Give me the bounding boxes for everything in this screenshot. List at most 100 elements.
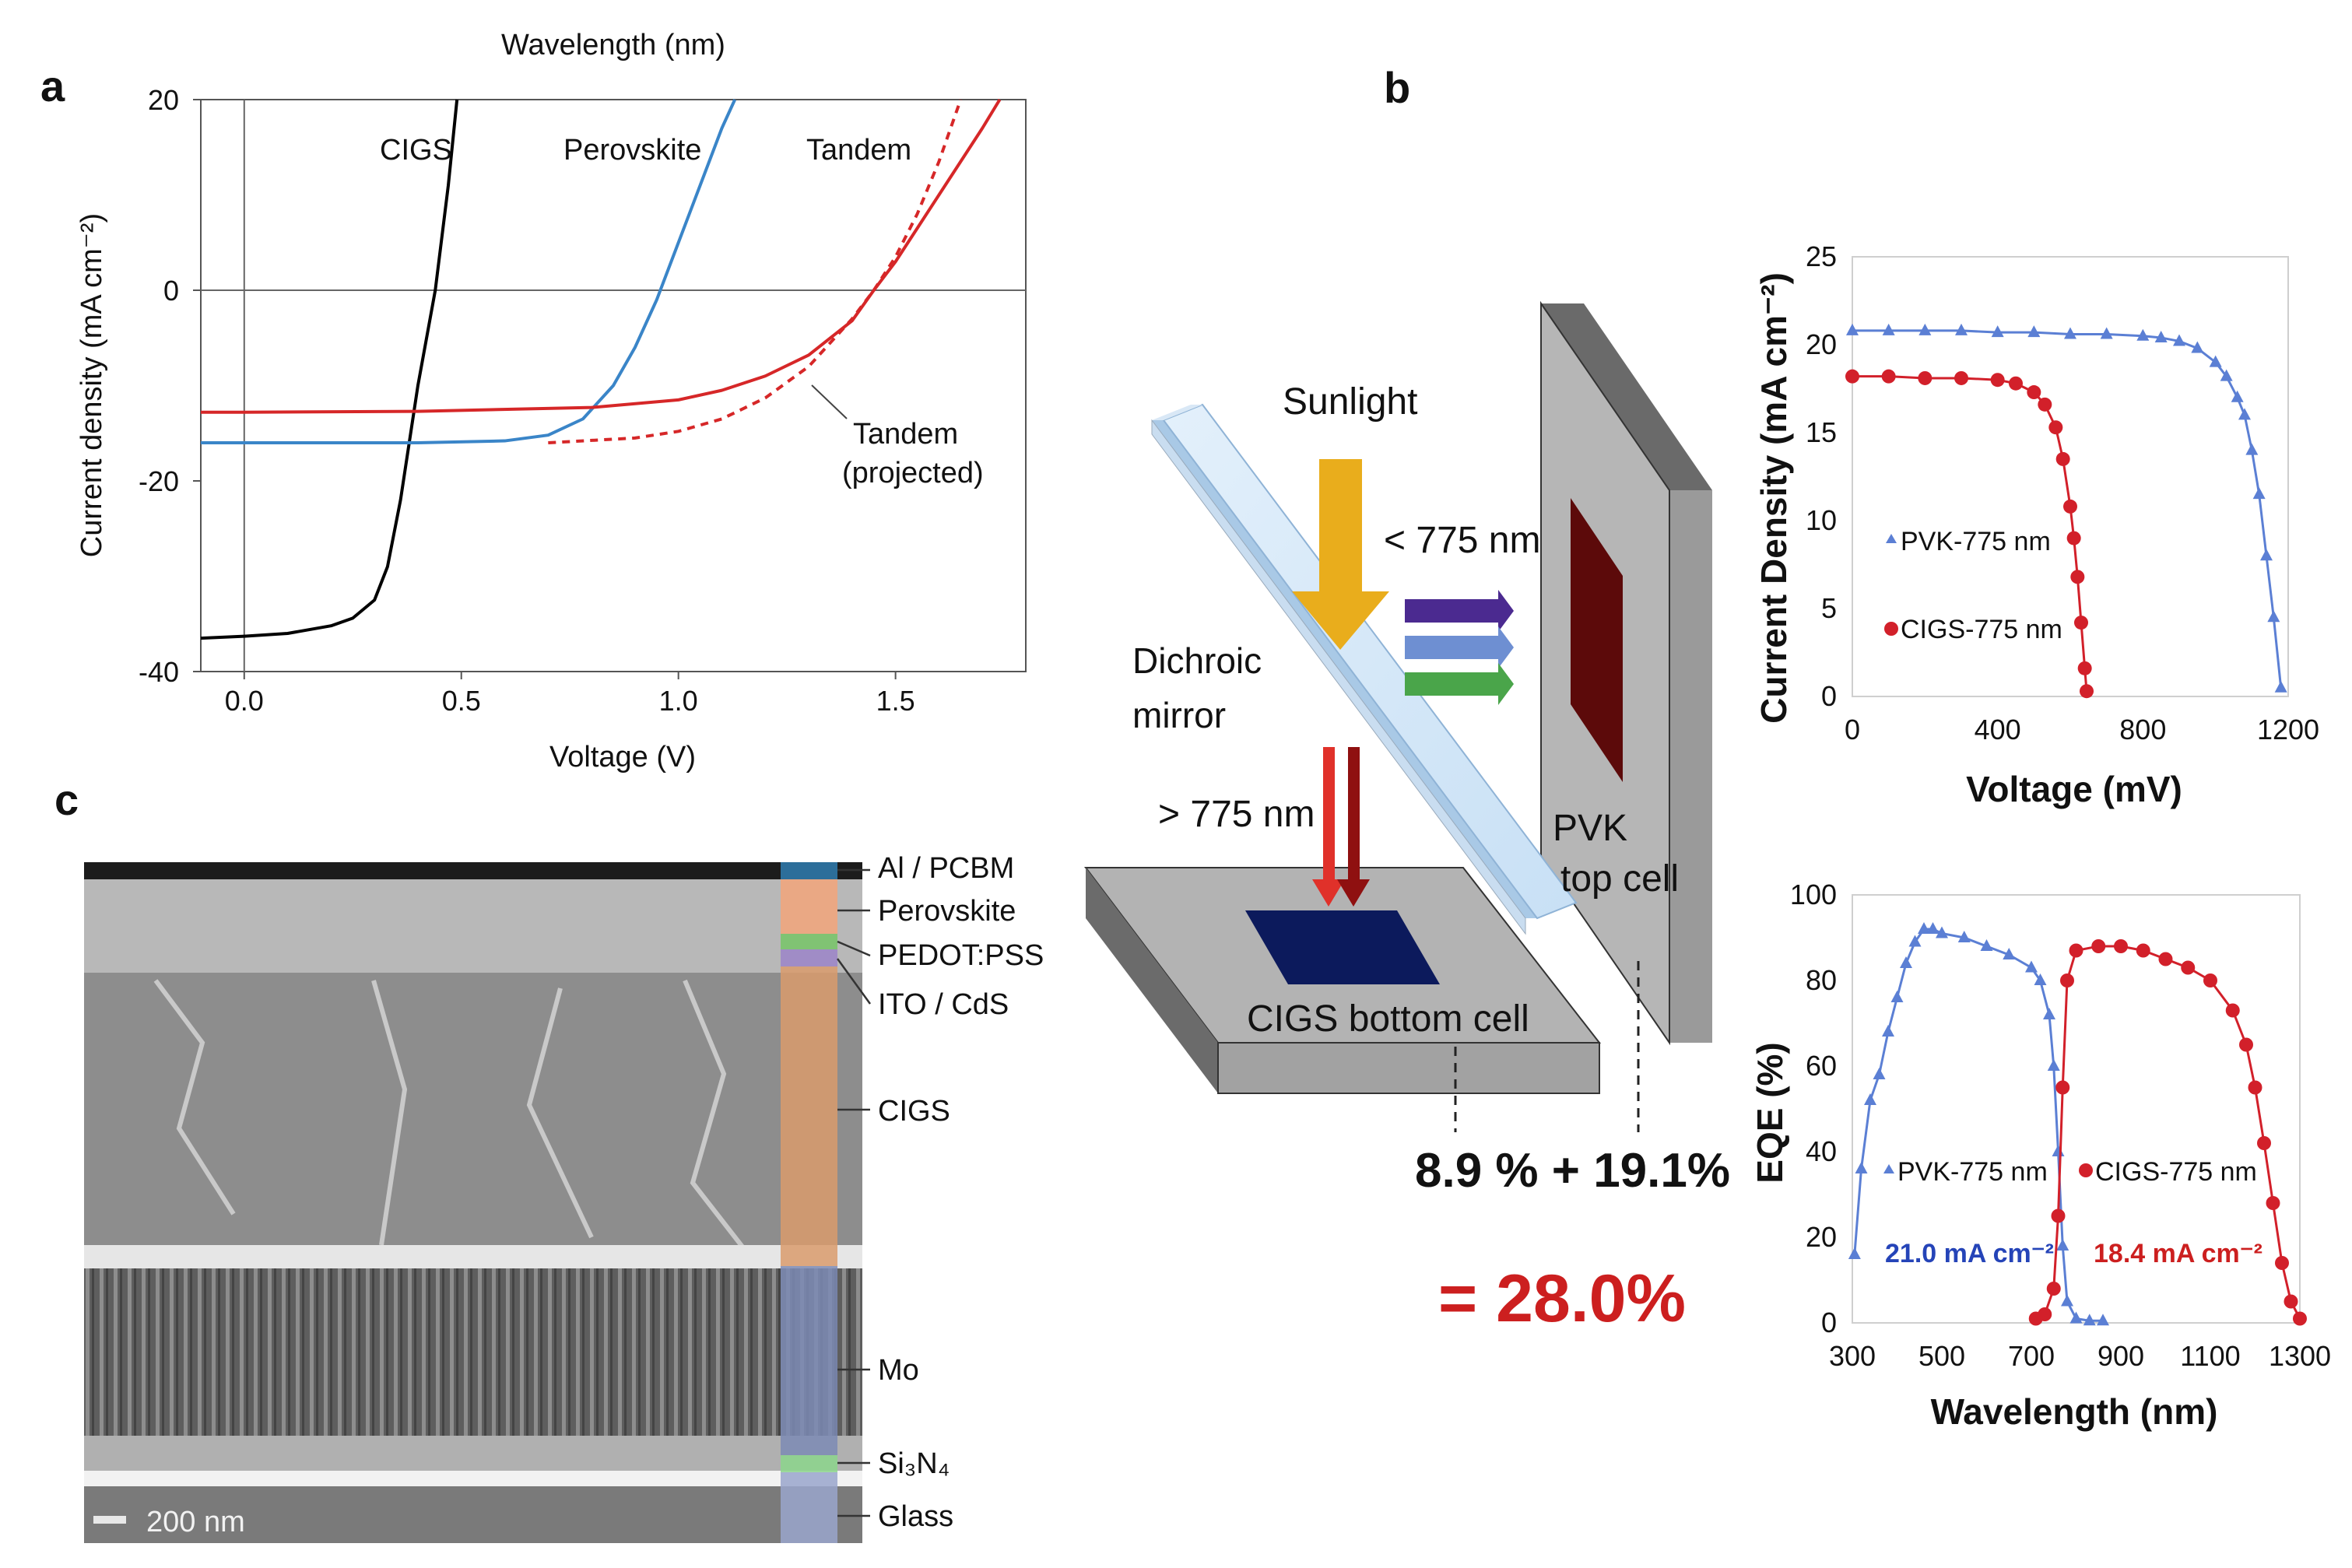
chart-b2-ylabel: EQE (%) [1750, 1042, 1790, 1183]
chart-b1-series [1845, 323, 2287, 699]
chart-b2-point-cigs [2114, 939, 2128, 953]
chart-b1-point-pvk [2252, 487, 2266, 500]
chart-b1-xtick-label: 800 [2119, 714, 2166, 745]
chart-b1-point-pvk [1955, 323, 1968, 335]
chart-b1-xtick-label: 1200 [2257, 714, 2319, 745]
chart-a-label-tandem-projected-1: Tandem [853, 418, 958, 451]
strip-perovskite [781, 879, 837, 934]
chart-b2-xtick-label: 500 [1918, 1340, 1965, 1372]
chart-b1-point-cigs [2009, 376, 2023, 391]
chart-b2-xtick-label: 1100 [2180, 1340, 2240, 1372]
layer-label-glass: Glass [878, 1500, 953, 1533]
chart-b1-point-pvk [2136, 328, 2150, 341]
leader-pedot [837, 940, 871, 957]
chart-b1-point-cigs [1845, 369, 1859, 384]
chart-b2-point-pvk [1918, 922, 1930, 934]
chart-b2-point-cigs [2257, 1136, 2271, 1150]
chart-b1-ytick-label: 15 [1806, 416, 1837, 448]
chart-a-xtick-label: 0.0 [225, 685, 264, 717]
long-wavelength-label: > 775 nm [1158, 794, 1315, 835]
chart-b2-point-cigs [2091, 939, 2106, 953]
chart-a-label-perovskite: Perovskite [563, 134, 701, 167]
chart-b2: Wavelength (nm) EQE (%) 300 500 700 900 1100… [1750, 879, 2331, 1432]
chart-b2-point-pvk [2043, 1008, 2055, 1019]
chart-b1-point-cigs [1990, 373, 2005, 388]
chart-b1-ytick-label: 0 [1821, 680, 1837, 712]
chart-b1-xtick-label: 400 [1975, 714, 2021, 745]
chart-b2-point-cigs [2038, 1307, 2052, 1321]
sem-top-layers [84, 879, 862, 973]
layer-label-si3n4: Si₃N₄ [878, 1447, 950, 1480]
chart-b1-xtick-label: 0 [1845, 714, 1860, 745]
chart-b1-point-pvk [2260, 549, 2273, 561]
sem-image: 200 nm Al / PCBM Perovskite PEDOT [84, 852, 1044, 1543]
chart-a-top-label: Wavelength (nm) [501, 29, 725, 61]
chart-b2-point-pvk [2003, 948, 2016, 959]
chart-b2-point-pvk [1926, 922, 1940, 934]
chart-b1-point-cigs [2027, 385, 2041, 400]
chart-b1-legend: PVK-775 nm CIGS-775 nm [1884, 527, 2062, 644]
sem-scale-label: 200 nm [146, 1506, 245, 1538]
chart-b2-point-cigs [2293, 1311, 2307, 1326]
chart-b2-point-pvk [2097, 1314, 2109, 1326]
chart-b2-point-pvk [1855, 1162, 1868, 1173]
chart-b2-point-cigs [2181, 960, 2196, 975]
chart-b2-point-pvk [1848, 1247, 1861, 1259]
chart-b2-point-pvk [2025, 960, 2038, 973]
strip-al-pcbm [781, 862, 837, 879]
chart-b1-point-cigs [1918, 370, 1933, 385]
chart-b1-point-pvk [2027, 325, 2041, 338]
chart-b1-point-pvk [2267, 610, 2280, 623]
chart-b1-point-cigs [2055, 451, 2070, 466]
chart-b1-point-pvk [2274, 680, 2287, 693]
chart-b1-point-pvk [2100, 327, 2113, 339]
chart-b1-legend-pvk-marker [1886, 534, 1897, 543]
chart-b2-xtick-label: 300 [1829, 1340, 1876, 1372]
chart-b1-point-pvk [1918, 323, 1932, 335]
chart-a-xtick-label: 1.0 [659, 685, 698, 717]
panel-label-a: a [40, 61, 65, 110]
chart-a-series [200, 98, 1002, 640]
chart-b1-ytick-label: 25 [1806, 240, 1837, 272]
efficiency-total: = 28.0% [1438, 1261, 1686, 1336]
chart-b1-point-pvk [2173, 334, 2185, 346]
chart-b2-xlabel: Wavelength (nm) [1931, 1391, 2218, 1432]
chart-b2-point-pvk [2056, 1239, 2069, 1251]
layer-label-mo: Mo [878, 1354, 919, 1387]
layer-label-perovskite: Perovskite [878, 895, 1016, 928]
chart-a-ytick-label: 20 [148, 84, 179, 116]
chart-a-xtick-label: 0.5 [442, 685, 481, 717]
chart-b2-point-cigs [2225, 1003, 2240, 1018]
sem-cigs-grains [84, 973, 862, 1261]
chart-b1-point-cigs [2038, 397, 2052, 412]
chart-b2-point-cigs [2284, 1294, 2298, 1309]
strip-mo [781, 1266, 837, 1455]
chart-b1-point-cigs [2070, 570, 2085, 584]
chart-b2-point-pvk [1957, 931, 1971, 942]
chart-b1-ytick-label: 5 [1821, 592, 1837, 624]
sem-glass-band [84, 1486, 862, 1543]
chart-b2-ytick-label: 0 [1821, 1307, 1837, 1338]
layer-indicator-strip [781, 862, 837, 1543]
chart-a-ytick-label: -40 [139, 656, 179, 688]
chart-b2-xtick-label: 700 [2008, 1340, 2055, 1372]
chart-b1-point-pvk [2064, 327, 2076, 339]
chart-b2-point-cigs [2248, 1080, 2262, 1095]
layer-label-pedot: PEDOT:PSS [878, 939, 1044, 972]
chart-b2-point-pvk [1900, 956, 1912, 968]
chart-b1-point-pvk [2191, 341, 2204, 353]
chart-b2-point-cigs [2051, 1208, 2066, 1223]
pvk-top-cell [1540, 300, 1712, 1046]
chart-a-ytick-label: 0 [163, 275, 179, 307]
chart-b1-point-pvk [1882, 323, 1895, 335]
layer-label-al-pcbm: Al / PCBM [878, 852, 1014, 885]
chart-b2-point-pvk [1908, 935, 1922, 947]
chart-b2-xtick-label: 900 [2097, 1340, 2144, 1372]
chart-b2-ytick-label: 100 [1790, 879, 1837, 910]
chart-b1-point-cigs [2063, 499, 2077, 514]
chart-b2-point-pvk [2034, 973, 2047, 985]
chart-a-series-cigs [200, 99, 459, 640]
chart-b2-point-pvk [1936, 926, 1948, 938]
sunlight-arrow [1292, 459, 1389, 650]
